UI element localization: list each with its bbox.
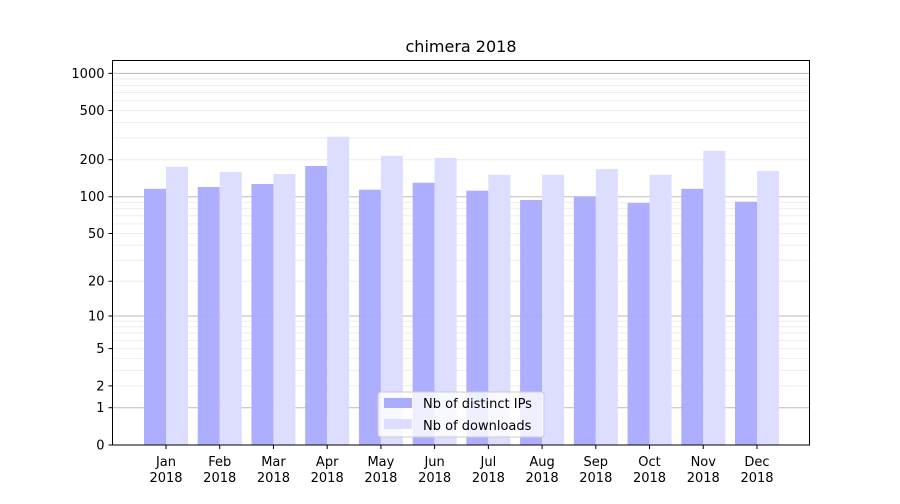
y-tick-label: 200 [80,153,105,168]
x-tick-label: Oct 2018 [633,455,666,486]
bar-downloads [595,169,618,445]
bar-downloads [327,136,350,445]
bar-distinct-ips [197,187,220,445]
bar-distinct-ips [358,189,381,445]
x-tick-label: Jul 2018 [472,455,505,486]
legend: Nb of distinct IPs Nb of downloads [377,391,545,438]
bar-downloads [488,174,511,445]
bar-distinct-ips [412,182,435,445]
bar-distinct-ips [466,190,489,445]
x-tick-label: Aug 2018 [526,455,559,486]
x-tick-label: Feb 2018 [203,455,236,486]
bar-downloads [166,166,188,445]
x-tick-label: Jun 2018 [418,455,451,486]
x-tick-label: Dec 2018 [740,455,773,486]
x-tick-label: Sep 2018 [579,455,612,486]
x-tick-label: Apr 2018 [311,455,344,486]
bar-distinct-ips [627,202,650,445]
y-tick-label: 1000 [71,67,104,82]
bar-distinct-ips [573,196,596,445]
y-tick-label: 10 [88,310,105,325]
bar-downloads [542,174,565,445]
y-tick-label: 5 [96,342,104,357]
y-tick-label: 20 [88,275,105,290]
bar-downloads [380,155,403,445]
bar-distinct-ips [520,200,543,445]
x-tick-label: Mar 2018 [257,455,290,486]
bar-downloads [703,150,726,445]
bar-distinct-ips [681,188,704,446]
y-tick-label: 50 [88,227,105,242]
y-tick-label: 500 [80,104,105,119]
x-tick-label: May 2018 [364,455,397,486]
bar-downloads [649,174,672,445]
x-tick-label: Nov 2018 [687,455,720,486]
y-tick-label: 2 [96,379,104,394]
y-tick-label: 1 [96,401,104,416]
bar-downloads [757,170,779,445]
chart-title: chimera 2018 [406,37,517,56]
bar-distinct-ips [144,188,166,446]
bar-distinct-ips [251,183,274,445]
bar-distinct-ips [305,165,328,445]
legend-label-ips: Nb of distinct IPs [423,397,532,412]
legend-swatch-downloads [384,419,412,429]
y-tick-label: 0 [96,439,104,454]
bar-downloads [434,157,457,446]
bar-downloads [219,171,242,445]
x-tick-label: Jan 2018 [149,455,182,486]
bar-downloads [273,174,296,445]
legend-label-downloads: Nb of downloads [423,419,532,434]
legend-swatch-ips [384,398,412,408]
bar-distinct-ips [735,201,757,445]
plot-frame [112,60,810,446]
y-tick-label: 100 [80,190,105,205]
